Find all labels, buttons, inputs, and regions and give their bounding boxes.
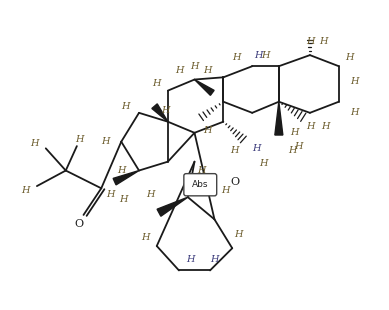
- Text: H: H: [106, 190, 114, 199]
- Text: H: H: [230, 146, 239, 155]
- Text: H: H: [203, 66, 212, 75]
- Text: H: H: [290, 128, 299, 137]
- Text: H: H: [255, 51, 263, 60]
- Text: H: H: [175, 66, 183, 75]
- Text: H: H: [102, 137, 110, 146]
- Text: H: H: [346, 53, 354, 62]
- Text: H: H: [350, 108, 359, 117]
- Text: H: H: [259, 159, 268, 168]
- Text: H: H: [121, 102, 130, 111]
- Text: H: H: [75, 135, 83, 144]
- Text: H: H: [21, 186, 30, 195]
- Text: H: H: [232, 53, 241, 62]
- Text: H: H: [30, 140, 39, 148]
- Text: H: H: [197, 166, 205, 175]
- Text: H: H: [152, 79, 161, 88]
- Polygon shape: [194, 80, 214, 95]
- Text: H: H: [288, 146, 296, 155]
- Text: H: H: [235, 230, 243, 239]
- Text: H: H: [252, 144, 261, 153]
- Text: H: H: [221, 186, 230, 195]
- Polygon shape: [275, 102, 283, 135]
- Text: H: H: [203, 126, 212, 135]
- Text: H: H: [119, 195, 128, 204]
- Polygon shape: [152, 104, 168, 122]
- Text: H: H: [190, 62, 199, 71]
- FancyBboxPatch shape: [184, 174, 217, 196]
- Text: H: H: [350, 77, 359, 86]
- Text: O: O: [230, 177, 239, 187]
- Text: H: H: [306, 37, 314, 46]
- Text: H: H: [319, 37, 328, 46]
- Polygon shape: [157, 197, 188, 216]
- Text: Abs: Abs: [192, 180, 209, 189]
- Text: H: H: [186, 255, 194, 264]
- Text: H: H: [146, 190, 154, 199]
- Text: O: O: [75, 219, 84, 229]
- Text: H: H: [321, 122, 330, 131]
- Text: H: H: [161, 106, 170, 115]
- Text: H: H: [294, 142, 303, 151]
- Polygon shape: [113, 170, 139, 185]
- Text: H: H: [117, 166, 126, 175]
- Text: H: H: [210, 255, 219, 264]
- Text: H: H: [261, 51, 270, 60]
- Text: H: H: [142, 232, 150, 241]
- Text: H: H: [306, 122, 314, 131]
